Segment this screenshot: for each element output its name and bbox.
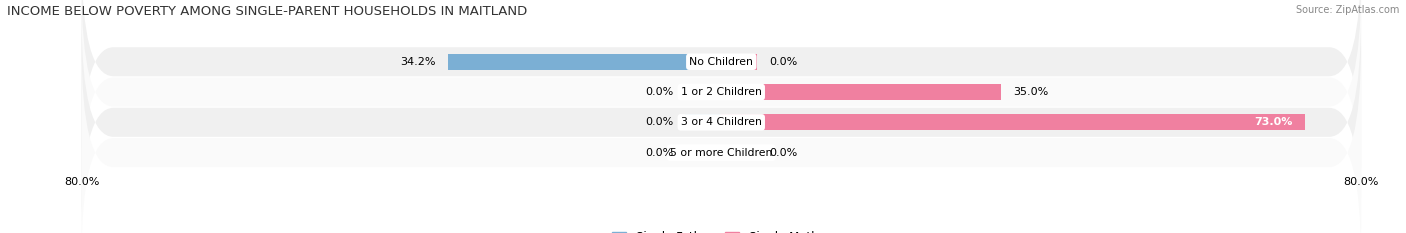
- Text: 0.0%: 0.0%: [645, 117, 673, 127]
- FancyBboxPatch shape: [82, 0, 1361, 168]
- Text: INCOME BELOW POVERTY AMONG SINGLE-PARENT HOUSEHOLDS IN MAITLAND: INCOME BELOW POVERTY AMONG SINGLE-PARENT…: [7, 5, 527, 18]
- Text: 3 or 4 Children: 3 or 4 Children: [681, 117, 762, 127]
- Bar: [685, 145, 721, 161]
- Text: 1 or 2 Children: 1 or 2 Children: [681, 87, 762, 97]
- Bar: [447, 54, 721, 70]
- Bar: [685, 84, 721, 100]
- Text: Source: ZipAtlas.com: Source: ZipAtlas.com: [1295, 5, 1399, 15]
- Legend: Single Father, Single Mother: Single Father, Single Mother: [607, 227, 835, 233]
- Text: 73.0%: 73.0%: [1254, 117, 1294, 127]
- Text: 34.2%: 34.2%: [401, 57, 436, 67]
- FancyBboxPatch shape: [82, 46, 1361, 233]
- Bar: [721, 114, 1305, 130]
- FancyBboxPatch shape: [82, 0, 1361, 199]
- Bar: [721, 84, 1001, 100]
- Text: No Children: No Children: [689, 57, 754, 67]
- Text: 35.0%: 35.0%: [1014, 87, 1049, 97]
- Text: 0.0%: 0.0%: [769, 57, 797, 67]
- Bar: [721, 54, 758, 70]
- Bar: [685, 114, 721, 130]
- FancyBboxPatch shape: [82, 16, 1361, 229]
- Text: 0.0%: 0.0%: [645, 87, 673, 97]
- Text: 0.0%: 0.0%: [645, 148, 673, 158]
- Bar: [721, 145, 758, 161]
- Text: 5 or more Children: 5 or more Children: [671, 148, 772, 158]
- Text: 0.0%: 0.0%: [769, 148, 797, 158]
